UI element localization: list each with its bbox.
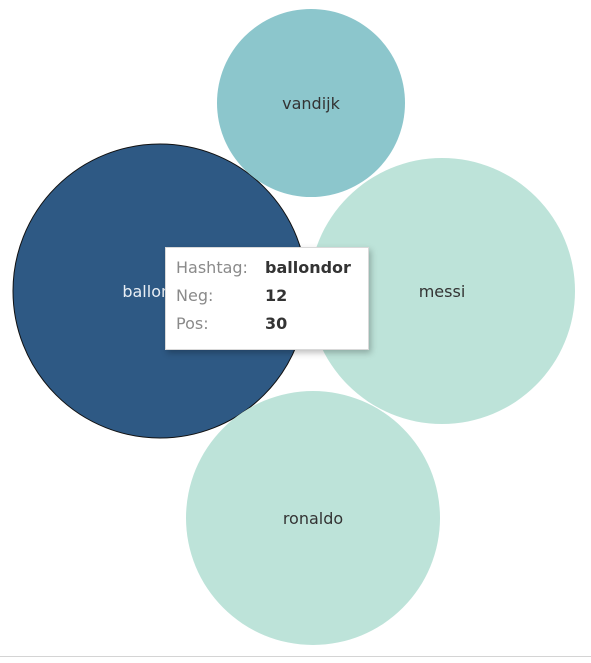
- tooltip-key-pos: Pos:: [176, 314, 209, 333]
- bottom-divider: [0, 656, 591, 657]
- tooltip-row-pos: Pos: 30: [176, 314, 368, 342]
- bubble-label-ronaldo: ronaldo: [283, 509, 343, 528]
- tooltip-key-neg: Neg:: [176, 286, 214, 305]
- tooltip-value-neg: 12: [265, 286, 288, 305]
- tooltip-value-pos: 30: [265, 314, 288, 333]
- bubble-vandijk[interactable]: [217, 9, 405, 197]
- bubble-label-messi: messi: [419, 282, 466, 301]
- tooltip-value-hashtag: ballondor: [265, 258, 351, 277]
- bubble-ronaldo[interactable]: [186, 391, 440, 645]
- tooltip: Hashtag: ballondor Neg: 12 Pos: 30: [165, 247, 369, 350]
- tooltip-key-hashtag: Hashtag:: [176, 258, 248, 277]
- bubble-messi[interactable]: [309, 158, 575, 424]
- tooltip-row-hashtag: Hashtag: ballondor: [176, 258, 368, 286]
- bubble-label-vandijk: vandijk: [282, 94, 340, 113]
- tooltip-row-neg: Neg: 12: [176, 286, 368, 314]
